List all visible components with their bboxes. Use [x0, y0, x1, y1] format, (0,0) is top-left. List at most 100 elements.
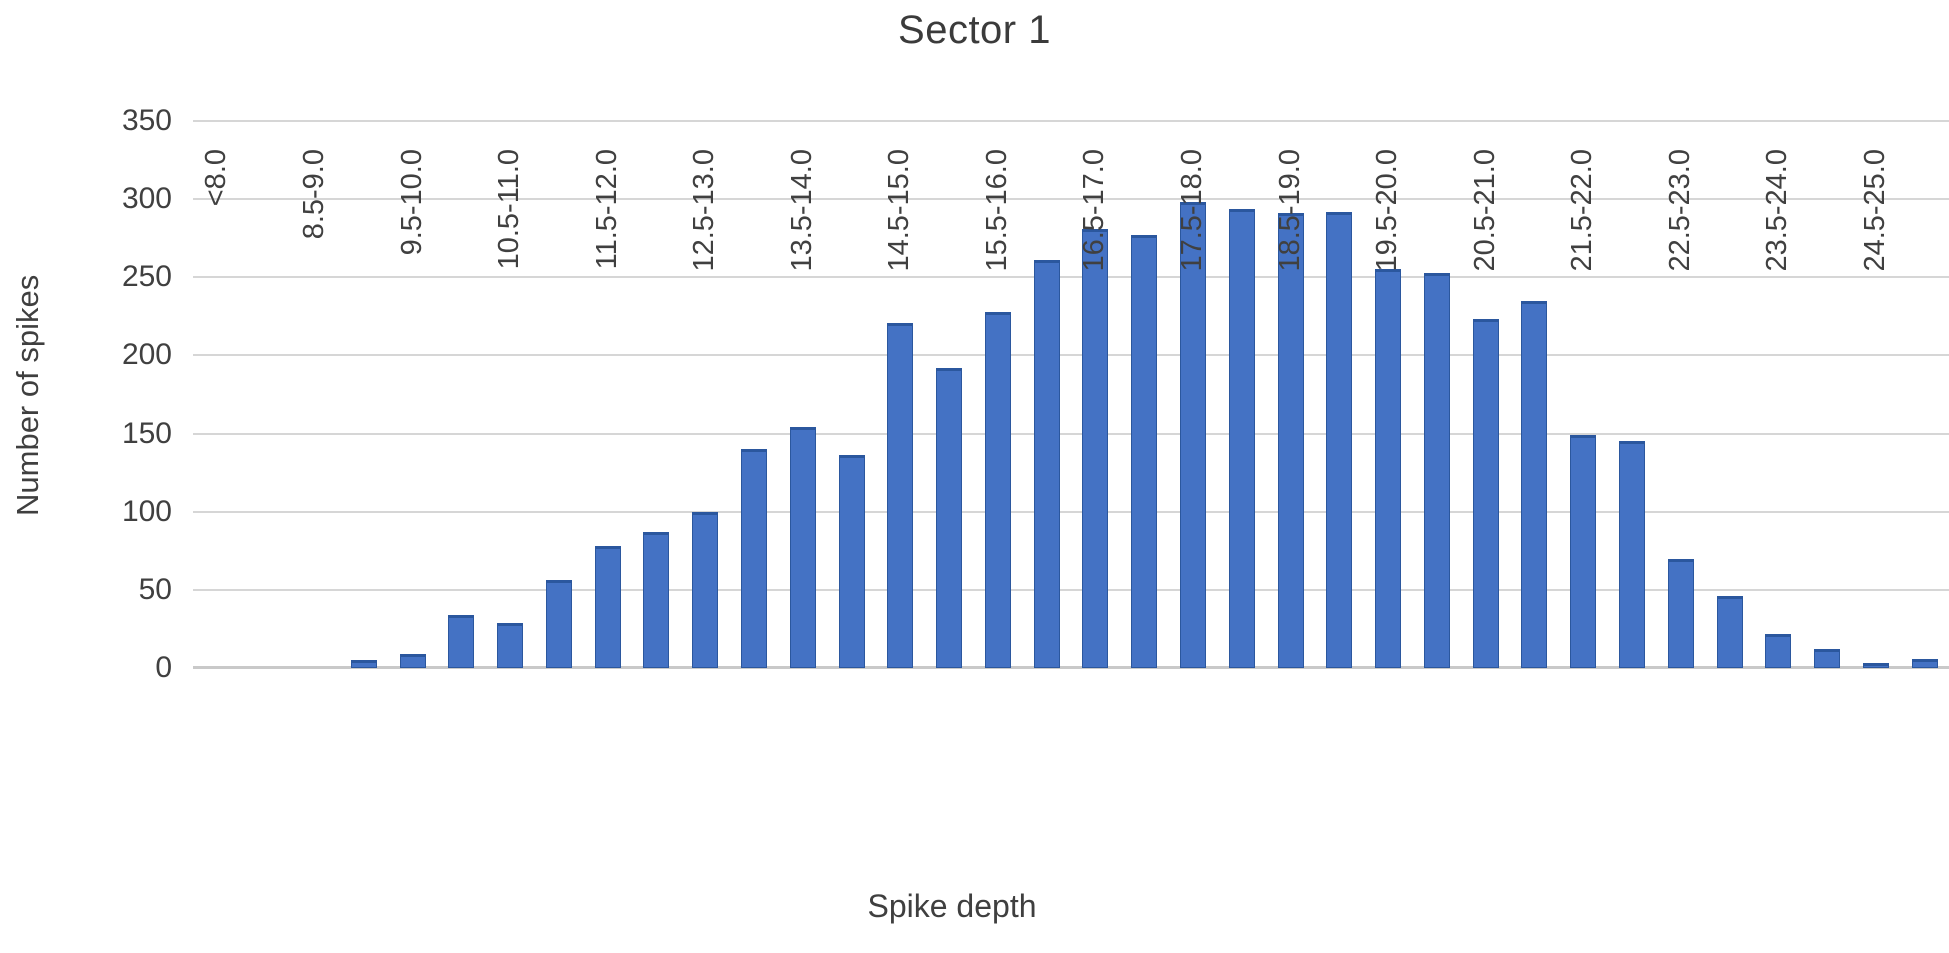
bar — [1082, 229, 1109, 668]
x-tick-label: 17.5-18.0 — [1176, 149, 1209, 272]
x-tick-label: 11.5-12.0 — [590, 149, 623, 270]
gridline — [193, 510, 1949, 513]
chart-title: Sector 1 — [898, 8, 1051, 52]
category-slot — [1803, 121, 1852, 668]
bar — [1521, 301, 1548, 668]
bar — [1326, 212, 1353, 668]
gridline — [193, 120, 1949, 122]
y-tick-label: 200 — [121, 338, 172, 372]
y-tick-label: 300 — [121, 182, 172, 216]
x-tick-label: 18.5-19.0 — [1273, 149, 1306, 272]
bar — [1619, 441, 1646, 668]
bar — [887, 323, 914, 668]
category-slot: 11.5-12.0 — [583, 121, 632, 668]
bar — [1131, 235, 1158, 668]
x-tick-label: 19.5-20.0 — [1371, 149, 1404, 272]
bar — [1716, 596, 1743, 668]
bar — [350, 660, 377, 668]
category-slot — [242, 121, 291, 668]
bar — [1277, 213, 1304, 668]
category-slot — [1900, 121, 1949, 668]
category-slot: 24.5-25.0 — [1852, 121, 1901, 668]
category-slot: 8.5-9.0 — [291, 121, 340, 668]
gridline — [193, 432, 1949, 435]
y-tick-label: 100 — [121, 494, 172, 528]
category-slot: 22.5-23.0 — [1656, 121, 1705, 668]
x-axis-line — [193, 666, 1949, 669]
x-tick-label: 16.5-17.0 — [1078, 149, 1111, 272]
y-tick-label: 350 — [121, 104, 172, 137]
x-tick-label: 10.5-11.0 — [493, 149, 526, 270]
bar — [1472, 319, 1499, 668]
bar — [984, 312, 1011, 668]
x-tick-label: 23.5-24.0 — [1761, 149, 1794, 272]
x-tick-label: 20.5-21.0 — [1468, 149, 1501, 272]
x-tick-label: 13.5-14.0 — [785, 149, 818, 272]
category-slot: 21.5-22.0 — [1559, 121, 1608, 668]
bar-series: <8.0 8.5-9.0 9.5-10.0 10.5-11.0 11.5-12.0 12.… — [193, 121, 1949, 668]
category-slot — [730, 121, 779, 668]
category-slot: 15.5-16.0 — [974, 121, 1023, 668]
bar — [594, 546, 621, 668]
category-slot: 13.5-14.0 — [778, 121, 827, 668]
x-tick-label: 22.5-23.0 — [1663, 149, 1696, 272]
bar — [1570, 435, 1597, 668]
bar — [789, 427, 816, 668]
bar — [545, 580, 572, 668]
bar — [1423, 273, 1450, 668]
x-tick-label: 15.5-16.0 — [980, 149, 1013, 272]
category-slot: 14.5-15.0 — [876, 121, 925, 668]
category-slot: 17.5-18.0 — [1169, 121, 1218, 668]
bar — [1667, 559, 1694, 668]
x-tick-label: 21.5-22.0 — [1566, 149, 1599, 272]
category-slot — [925, 121, 974, 668]
gridline — [193, 588, 1949, 591]
category-slot: 16.5-17.0 — [1071, 121, 1120, 668]
bar — [1862, 663, 1889, 668]
x-tick-label: 24.5-25.0 — [1858, 149, 1891, 272]
category-slot — [632, 121, 681, 668]
bar — [692, 512, 719, 668]
x-tick-label: 14.5-15.0 — [883, 149, 916, 272]
x-tick-label: <8.0 — [200, 149, 233, 207]
x-axis-title: Spike depth — [867, 888, 1037, 924]
category-slot — [1120, 121, 1169, 668]
bar — [1375, 269, 1402, 668]
y-axis-tick-labels: 0 50 100 150 200 250 300 350 — [0, 0, 172, 953]
category-slot — [1510, 121, 1559, 668]
bar — [497, 623, 524, 668]
bar — [399, 654, 426, 668]
category-slot — [1608, 121, 1657, 668]
category-slot: 23.5-24.0 — [1754, 121, 1803, 668]
category-slot: 18.5-19.0 — [1266, 121, 1315, 668]
category-slot — [437, 121, 486, 668]
y-tick-label: 150 — [121, 416, 172, 450]
category-slot — [1315, 121, 1364, 668]
bar — [1033, 260, 1060, 668]
x-tick-label: 12.5-13.0 — [688, 149, 721, 272]
category-slot — [1413, 121, 1462, 668]
bar — [838, 455, 865, 668]
y-tick-label: 50 — [138, 572, 172, 606]
bar — [448, 615, 475, 668]
x-tick-label: 8.5-9.0 — [297, 149, 330, 240]
category-slot — [827, 121, 876, 668]
gridline — [193, 354, 1949, 357]
bar — [1180, 202, 1207, 668]
category-slot — [1705, 121, 1754, 668]
bar — [1765, 634, 1792, 668]
category-slot: 9.5-10.0 — [388, 121, 437, 668]
bar — [936, 368, 963, 668]
gridline — [193, 198, 1949, 201]
category-slot — [1217, 121, 1266, 668]
bar — [1911, 659, 1938, 668]
category-slot — [534, 121, 583, 668]
category-slot: 12.5-13.0 — [681, 121, 730, 668]
category-slot: <8.0 — [193, 121, 242, 668]
y-tick-label: 0 — [155, 651, 172, 684]
category-slot: 10.5-11.0 — [486, 121, 535, 668]
category-slot — [1022, 121, 1071, 668]
plot-area: <8.0 8.5-9.0 9.5-10.0 10.5-11.0 11.5-12.0 12.… — [193, 120, 1949, 669]
bar — [643, 532, 670, 668]
